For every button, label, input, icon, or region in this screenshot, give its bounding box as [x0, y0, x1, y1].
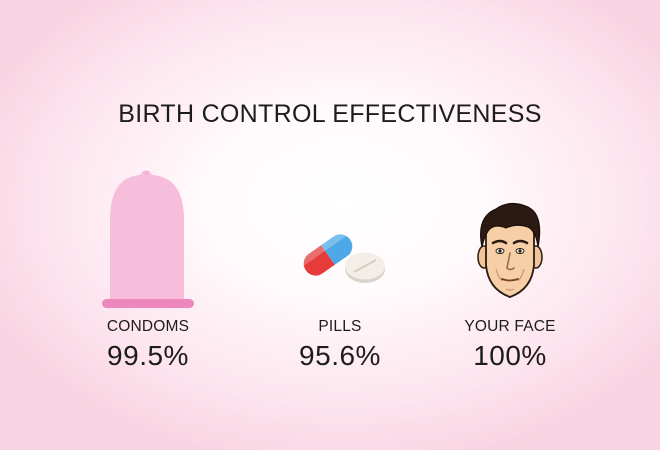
item-your-face: YOUR FACE 100% [420, 0, 600, 450]
pills-value: 95.6% [299, 340, 381, 371]
condom-icon [58, 165, 238, 315]
man-face-icon [420, 165, 600, 315]
chart-title: BIRTH CONTROL EFFECTIVENESS [118, 100, 542, 128]
condoms-label: CONDOMS [106, 318, 190, 335]
item-condoms: CONDOMS 99.5% [58, 0, 238, 450]
pills-label: PILLS [318, 318, 362, 335]
pills-icon [250, 165, 430, 315]
item-pills: PILLS 95.6% [250, 0, 430, 450]
your-face-label: YOUR FACE [464, 318, 556, 335]
condoms-value: 99.5% [107, 340, 189, 371]
your-face-value: 100% [473, 340, 547, 371]
